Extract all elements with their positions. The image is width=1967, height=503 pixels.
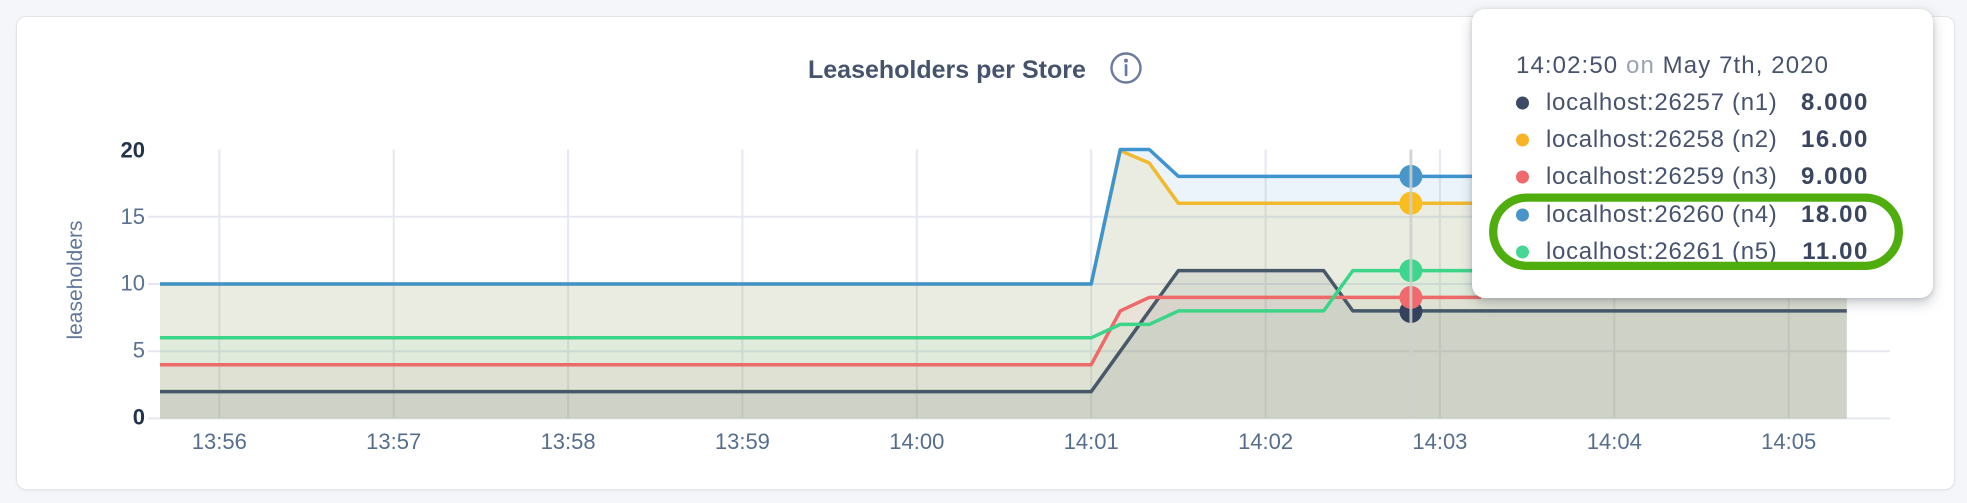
svg-text:14:02: 14:02 xyxy=(1238,429,1293,454)
svg-text:10: 10 xyxy=(121,271,145,296)
svg-text:14:04: 14:04 xyxy=(1587,429,1642,454)
svg-text:14:05: 14:05 xyxy=(1761,429,1816,454)
svg-text:13:58: 13:58 xyxy=(541,429,596,454)
svg-text:13:57: 13:57 xyxy=(366,429,421,454)
svg-text:5: 5 xyxy=(133,338,145,363)
svg-text:13:56: 13:56 xyxy=(192,429,247,454)
svg-text:14:03: 14:03 xyxy=(1412,429,1467,454)
svg-text:14:00: 14:00 xyxy=(889,429,944,454)
svg-text:14:01: 14:01 xyxy=(1064,429,1119,454)
svg-text:0: 0 xyxy=(133,405,145,430)
svg-text:15: 15 xyxy=(121,204,145,229)
svg-text:13:59: 13:59 xyxy=(715,429,770,454)
svg-text:20: 20 xyxy=(121,138,145,163)
